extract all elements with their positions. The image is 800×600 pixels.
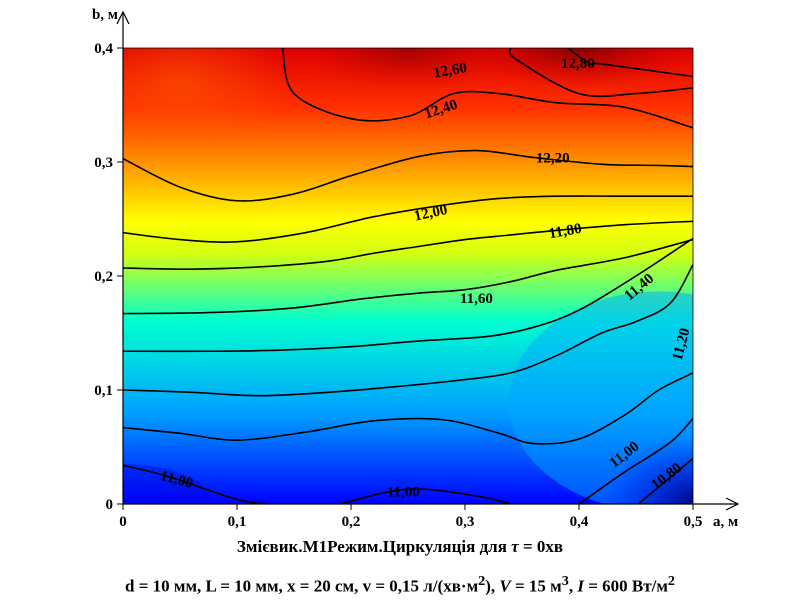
x-axis-arrow bbox=[725, 497, 740, 511]
contour-label: 11,80 bbox=[548, 221, 583, 242]
contour-line bbox=[567, 48, 693, 78]
cold-left-corner bbox=[123, 464, 213, 504]
params-volume-symbol: V bbox=[499, 576, 511, 596]
params-a: d = 10 мм, L = 10 мм, x = 20 см, v = 0,1… bbox=[125, 576, 479, 596]
y-axis-arrow bbox=[116, 10, 130, 25]
hot-spot-center bbox=[298, 48, 518, 93]
contour-line bbox=[123, 237, 693, 353]
y-tick-label: 0,1 bbox=[94, 383, 113, 399]
contour-line bbox=[578, 417, 693, 504]
contour-line bbox=[123, 238, 693, 315]
contour-label: 12,00 bbox=[413, 202, 449, 225]
contour-line bbox=[637, 457, 693, 504]
x-tick-label: 0,2 bbox=[342, 514, 361, 530]
params-sup1: 2 bbox=[478, 573, 486, 589]
x-axis-label: a, м bbox=[713, 514, 738, 530]
contour-line bbox=[281, 48, 693, 129]
tau-symbol: τ bbox=[511, 537, 519, 556]
cold-corner bbox=[603, 434, 693, 504]
x-tick-label: 0,3 bbox=[456, 514, 475, 530]
caption-suffix: = 0хв bbox=[518, 537, 564, 556]
hot-spot-right bbox=[459, 48, 693, 88]
contour-label: 12,80 bbox=[561, 56, 595, 72]
contour-label: 12,20 bbox=[536, 151, 570, 167]
plot-area: 10,8011,0011,0011,0011,2011,4011,6011,80… bbox=[123, 48, 694, 504]
y-axis-label: b, м bbox=[92, 7, 118, 23]
x-tick-label: 0,4 bbox=[570, 514, 589, 530]
parameters-caption: d = 10 мм, L = 10 мм, x = 20 см, v = 0,1… bbox=[0, 573, 800, 597]
x-tick-label: 0 bbox=[119, 514, 127, 530]
contour-label: 12,60 bbox=[432, 60, 468, 82]
contour-line bbox=[123, 149, 693, 202]
axes: 0 0,1 0,2 0,3 0,4 0,5 0 0,1 0,2 0,3 0,4 a, м b, м bbox=[92, 7, 740, 530]
y-tick-label: 0 bbox=[106, 497, 114, 513]
params-intensity-symbol: I bbox=[577, 576, 584, 596]
y-tick-label: 0,4 bbox=[94, 41, 113, 57]
y-tick-label: 0,2 bbox=[94, 269, 113, 285]
params-sup3: 2 bbox=[667, 573, 675, 589]
contour-line bbox=[123, 464, 272, 504]
contour-line bbox=[123, 195, 693, 243]
params-c: = 15 м bbox=[510, 576, 562, 596]
x-tick-label: 0,5 bbox=[684, 514, 703, 530]
warm-top-left bbox=[123, 48, 290, 153]
x-tick-label: 0,1 bbox=[228, 514, 247, 530]
params-d: , bbox=[568, 576, 578, 596]
contour-line bbox=[123, 264, 693, 397]
contour-line bbox=[123, 372, 693, 445]
chart-caption: Змієвик.М1Режим.Циркуляція для τ = 0хв bbox=[0, 537, 800, 557]
contour-label: 11,60 bbox=[460, 291, 493, 307]
params-e: = 600 Вт/м bbox=[583, 576, 668, 596]
contour-line bbox=[508, 48, 693, 98]
params-b: ), bbox=[485, 576, 500, 596]
contour-line bbox=[123, 220, 693, 270]
contour-lines bbox=[123, 48, 693, 504]
heatmap-fill bbox=[123, 48, 693, 504]
contour-line bbox=[339, 488, 511, 504]
contour-label: 11,00 bbox=[387, 485, 420, 501]
y-tick-label: 0,3 bbox=[94, 155, 113, 171]
params-sup2: 3 bbox=[561, 573, 569, 589]
caption-prefix: Змієвик.М1Режим.Циркуляція для bbox=[236, 537, 512, 556]
